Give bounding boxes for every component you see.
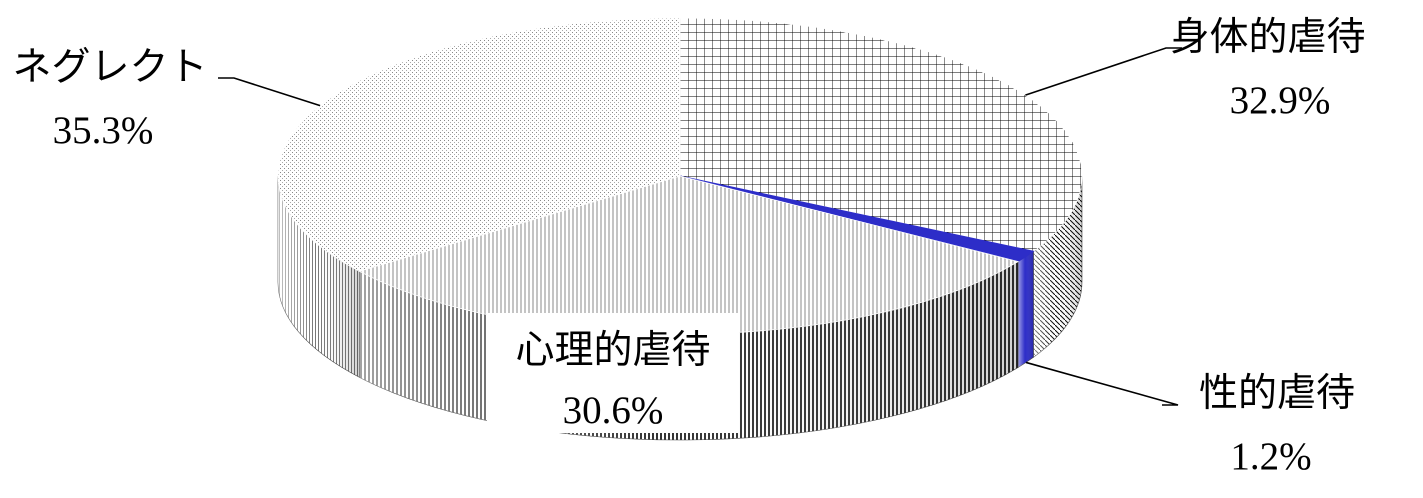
leader-line-shintai <box>1025 47 1182 96</box>
slice-value-shinri: 30.6% <box>563 389 664 432</box>
pie-side-seiteki-shade <box>1018 251 1034 368</box>
slice-label-shintai: 身体的虐待 <box>1170 15 1365 60</box>
slice-label-box-shinri <box>487 313 739 433</box>
slice-label-seiteki: 性的虐待 <box>1199 371 1355 416</box>
pie-slice-neglect <box>277 17 681 272</box>
pie-tops <box>277 17 1083 335</box>
leader-line-seiteki <box>1025 361 1179 406</box>
slice-value-shintai: 32.9% <box>1230 79 1331 122</box>
slice-value-neglect: 35.3% <box>53 109 154 152</box>
leader-lines <box>218 47 1182 406</box>
leader-line-neglect <box>218 77 321 107</box>
slice-value-seiteki: 1.2% <box>1230 435 1311 478</box>
slice-label-shinri: 心理的虐待 <box>515 328 710 373</box>
slice-label-neglect: ネグレクト <box>12 45 207 90</box>
pie-side-shintai-shade <box>1033 176 1082 358</box>
